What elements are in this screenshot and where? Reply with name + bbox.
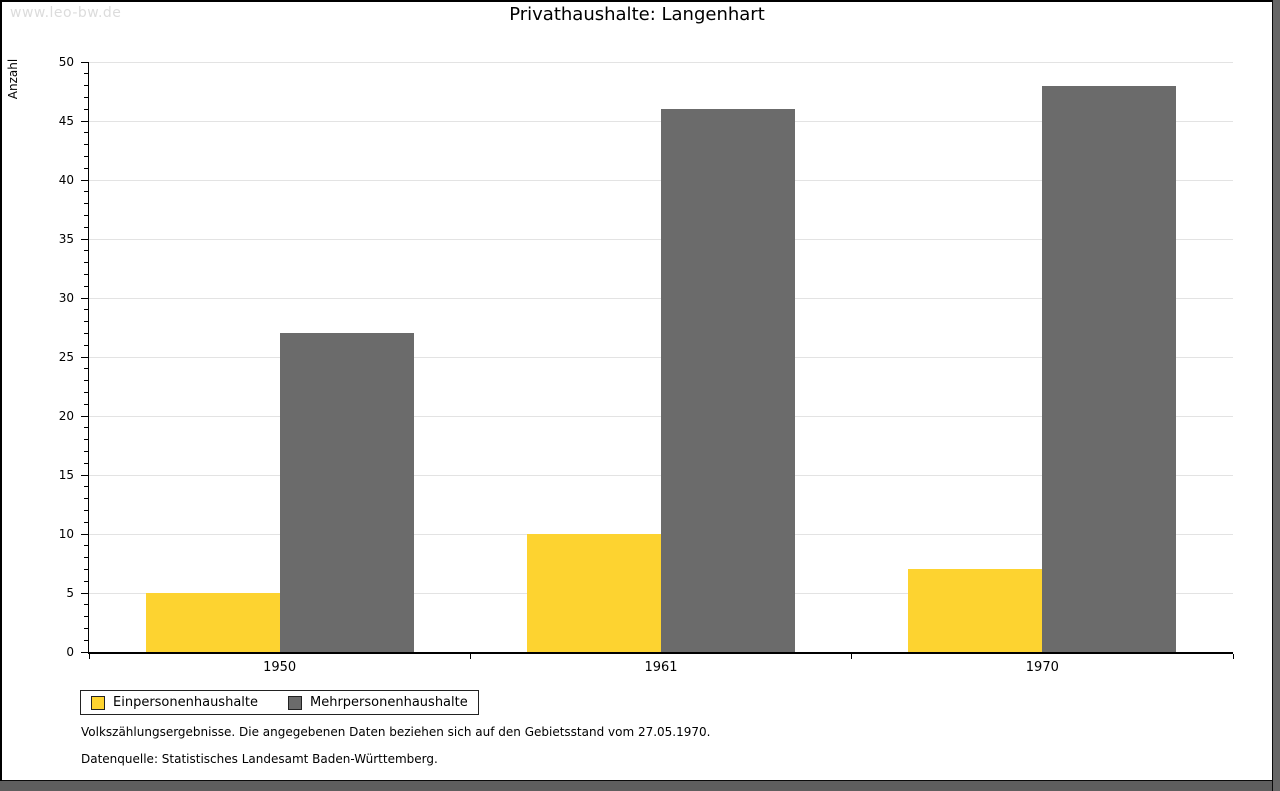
y-axis-minor-tick xyxy=(84,616,88,618)
plot-area: 0 5 10 15 20 25 30 35 40 45 50 1950 1961 1970 xyxy=(59,55,1234,675)
x-axis-boundary-tick xyxy=(1232,654,1234,659)
legend-label: Einpersonenhaushalte xyxy=(113,695,258,710)
y-axis-tick-label: 35 xyxy=(58,232,74,246)
y-axis-minor-tick xyxy=(84,368,88,370)
y-axis-major-tick xyxy=(81,120,88,122)
y-axis-minor-tick xyxy=(84,203,88,205)
y-axis-minor-tick xyxy=(84,380,88,382)
y-axis-major-tick xyxy=(81,415,88,417)
y-axis-title: Anzahl xyxy=(6,58,20,100)
y-axis-minor-tick xyxy=(84,639,88,641)
y-axis-minor-tick xyxy=(84,450,88,452)
y-axis-minor-tick xyxy=(84,273,88,275)
window-frame-left-edge xyxy=(0,0,2,781)
y-axis-minor-tick xyxy=(84,344,88,346)
y-axis-minor-tick xyxy=(84,155,88,157)
y-axis-tick-label: 45 xyxy=(58,114,74,128)
y-axis-minor-tick xyxy=(84,521,88,523)
legend-item: Mehrpersonenhaushalte xyxy=(288,695,468,710)
y-axis-major-tick xyxy=(81,651,88,653)
y-axis-minor-tick xyxy=(84,427,88,429)
y-axis-minor-tick xyxy=(84,486,88,488)
y-axis-tick-label: 25 xyxy=(58,350,74,364)
y-axis-minor-tick xyxy=(84,580,88,582)
y-axis-tick-label: 50 xyxy=(58,55,74,69)
y-axis-minor-tick xyxy=(84,568,88,570)
y-axis-minor-tick xyxy=(84,250,88,252)
y-axis-major-tick xyxy=(81,297,88,299)
y-axis-minor-tick xyxy=(84,167,88,169)
y-axis-minor-tick xyxy=(84,498,88,500)
y-axis-tick-label: 15 xyxy=(58,468,74,482)
bar-einpersonenhaushalte xyxy=(145,593,280,652)
y-axis-minor-tick xyxy=(84,403,88,405)
y-axis-minor-tick xyxy=(84,191,88,193)
x-axis-boundary-tick xyxy=(851,654,853,659)
y-axis-minor-tick xyxy=(84,226,88,228)
bar-mehrpersonenhaushalte xyxy=(279,333,414,652)
bar-einpersonenhaushalte xyxy=(908,569,1043,652)
y-axis-minor-tick xyxy=(84,439,88,441)
y-axis-minor-tick xyxy=(84,462,88,464)
y-axis-minor-tick xyxy=(84,545,88,547)
footnote-data-source: Datenquelle: Statistisches Landesamt Bad… xyxy=(81,752,438,766)
footnote-source-note: Volkszählungsergebnisse. Die angegebenen… xyxy=(81,725,711,739)
y-axis-minor-tick xyxy=(84,557,88,559)
y-axis-tick-label: 40 xyxy=(58,173,74,187)
window-frame-bottom-edge xyxy=(0,780,1280,791)
window-frame-right-edge xyxy=(1272,0,1280,791)
y-axis-minor-tick xyxy=(84,321,88,323)
y-axis-minor-tick xyxy=(84,262,88,264)
legend-label: Mehrpersonenhaushalte xyxy=(310,695,468,710)
x-axis-boundary-tick xyxy=(469,654,471,659)
y-axis-minor-tick xyxy=(84,132,88,134)
y-axis-minor-tick xyxy=(84,108,88,110)
chart-title: Privathaushalte: Langenhart xyxy=(509,4,765,25)
y-axis-tick-label: 30 xyxy=(58,291,74,305)
x-axis-category-label: 1950 xyxy=(263,660,297,675)
bar-mehrpersonenhaushalte xyxy=(1042,85,1177,652)
y-axis-minor-tick xyxy=(84,85,88,87)
legend-item: Einpersonenhaushalte xyxy=(91,695,258,710)
y-axis-tick-label: 10 xyxy=(58,527,74,541)
y-axis-minor-tick xyxy=(84,214,88,216)
legend-swatch xyxy=(288,695,302,710)
window-frame-top-edge xyxy=(0,0,1280,2)
y-axis-major-tick xyxy=(81,474,88,476)
y-axis-tick-label: 20 xyxy=(58,409,74,423)
x-axis-boundary-tick xyxy=(88,654,90,659)
y-axis-minor-tick xyxy=(84,309,88,311)
y-axis-major-tick xyxy=(81,238,88,240)
y-axis-tick-label: 0 xyxy=(66,645,74,659)
bar-mehrpersonenhaushalte xyxy=(661,109,795,652)
y-axis-minor-tick xyxy=(84,604,88,606)
y-axis-major-tick xyxy=(81,356,88,358)
legend: Einpersonenhaushalte Mehrpersonenhaushalt… xyxy=(80,690,479,715)
y-axis-minor-tick xyxy=(84,96,88,98)
x-axis-category-label: 1961 xyxy=(644,660,678,675)
watermark-link: www.leo-bw.de xyxy=(10,5,122,21)
y-axis-minor-tick xyxy=(84,73,88,75)
y-axis-minor-tick xyxy=(84,285,88,287)
y-axis-major-tick xyxy=(81,61,88,63)
x-axis-category-label: 1970 xyxy=(1025,660,1059,675)
legend-swatch xyxy=(91,695,105,710)
y-axis-minor-tick xyxy=(84,627,88,629)
y-axis-major-tick xyxy=(81,592,88,594)
y-axis-minor-tick xyxy=(84,332,88,334)
gridline xyxy=(89,61,1233,63)
y-axis-tick-label: 5 xyxy=(66,586,74,600)
y-axis-minor-tick xyxy=(84,509,88,511)
y-axis-major-tick xyxy=(81,179,88,181)
footnotes: Volkszählungsergebnisse. Die angegebenen… xyxy=(81,725,710,779)
y-axis-minor-tick xyxy=(84,391,88,393)
y-axis-major-tick xyxy=(81,533,88,535)
bar-einpersonenhaushalte xyxy=(527,534,661,652)
y-axis-minor-tick xyxy=(84,144,88,146)
